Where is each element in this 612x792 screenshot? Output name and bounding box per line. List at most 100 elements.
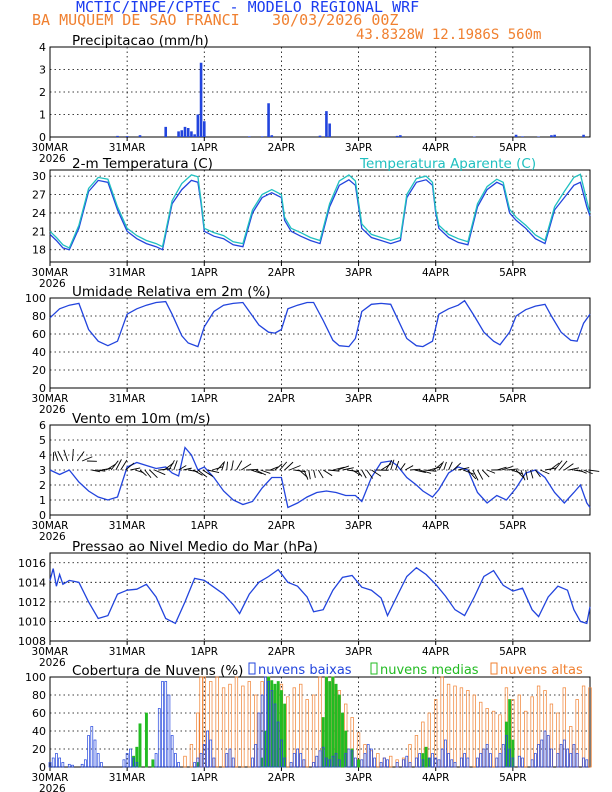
wind-arrow: [183, 467, 192, 471]
cloud-bar: [48, 762, 52, 768]
y-tick-label: 40: [32, 346, 46, 359]
cloud-bar: [283, 757, 286, 768]
wind-arrow: [110, 460, 119, 471]
x-tick-label: 30MAR: [32, 393, 69, 405]
cloud-bar: [315, 755, 319, 768]
cloud-bar: [267, 681, 270, 768]
series-line: [49, 179, 591, 251]
panel-title: Cobertura de Nuvens (%): [72, 663, 243, 679]
y-tick-label: 60: [32, 707, 46, 720]
wind-arrow: [511, 469, 523, 475]
precip-bar: [190, 131, 193, 137]
cloud-bar: [466, 757, 470, 768]
cloud-bar: [84, 759, 87, 768]
precip-bar: [199, 62, 203, 137]
x-tick-label: 4APR: [422, 267, 450, 279]
cloud-bar: [161, 681, 164, 768]
series-line: [49, 446, 591, 509]
cloud-bar: [347, 748, 351, 768]
panel-temp: 18 21 24 27 30 30MAR 31MAR 1APR 2APR 3APR 4APR 5APR…: [32, 156, 591, 290]
x-tick-label: 30MAR: [32, 142, 69, 154]
x-tick-label: 5APR: [499, 646, 527, 658]
y-tick-label: 1012: [18, 596, 46, 609]
wind-arrow: [255, 469, 267, 476]
panel-title: Umidade Relativa em 2m (%): [72, 284, 271, 300]
y-tick-label: 1008: [18, 635, 46, 648]
cloud-bar: [521, 757, 524, 768]
series-line: [49, 299, 591, 348]
cloud-bar: [569, 753, 573, 768]
plot-frame: [49, 552, 591, 642]
cloud-bar: [254, 744, 258, 768]
y-tick-label: 1014: [18, 576, 46, 589]
cloud-bar: [337, 759, 341, 768]
cloud-bar: [174, 753, 177, 768]
wind-arrow: [458, 467, 470, 471]
x-tick-label: 2APR: [268, 646, 296, 658]
precip-bar: [202, 121, 206, 137]
x-tick-label: 5APR: [499, 393, 527, 405]
x-tick-label: 1APR: [191, 772, 219, 784]
x-tick-label: 4APR: [422, 393, 450, 405]
x-tick-label: 1APR: [191, 393, 219, 405]
cloud-bar: [234, 676, 239, 768]
wind-arrow: [496, 466, 507, 471]
wind-arrow: [322, 469, 333, 477]
cloud-bar: [459, 687, 464, 768]
cloud-bar: [193, 762, 196, 768]
wind-arrow: [76, 451, 85, 462]
cloud-bar: [389, 755, 393, 768]
cloud-bar: [418, 753, 421, 768]
run-datetime: 30/03/2026 00Z: [272, 11, 399, 29]
cloud-bar: [125, 753, 129, 768]
legend-entry: Temperatura Aparente (C): [359, 156, 536, 172]
cloud-bar: [264, 676, 267, 768]
x-year-label: 2026: [39, 404, 66, 416]
x-tick-label: 4APR: [422, 772, 450, 784]
wind-arrow: [419, 469, 432, 474]
precip-bar: [260, 136, 264, 137]
x-tick-label: 30MAR: [32, 520, 69, 532]
cloud-bar: [354, 757, 357, 768]
cloud-bar: [58, 757, 61, 768]
cloud-bar: [466, 690, 470, 768]
cloud-bar: [80, 763, 84, 768]
cloud-bar: [450, 759, 454, 768]
cloud-bar: [460, 757, 463, 768]
cloud-bar: [61, 762, 65, 768]
cloud-bar: [71, 764, 74, 768]
wind-arrow: [477, 469, 484, 480]
cloud-bar: [350, 750, 354, 768]
cloud-bar: [373, 757, 376, 768]
x-tick-label: 3APR: [345, 520, 373, 532]
cloud-bar: [164, 681, 168, 768]
precip-bar: [328, 123, 331, 137]
cloud-bar: [537, 744, 540, 768]
cloud-bar: [379, 762, 383, 768]
wind-arrow: [139, 469, 147, 477]
wind-arrow: [178, 465, 187, 471]
cloud-bar: [289, 762, 293, 768]
x-tick-label: 3APR: [345, 393, 373, 405]
wind-arrow: [115, 459, 122, 471]
x-tick-label: 2APR: [268, 142, 296, 154]
y-tick-label: 1016: [18, 557, 46, 570]
panel-precip: 0 1 2 3 4 30MAR 31MAR 1APR 2APR 3APR 4APR 5APR 2026 P…: [32, 33, 591, 165]
precip-bar: [553, 134, 556, 137]
x-tick-label: 2APR: [268, 772, 296, 784]
wind-arrow: [534, 469, 541, 478]
cloud-bar: [122, 759, 126, 768]
precip-bar: [138, 135, 142, 137]
wind-arrow: [231, 460, 234, 471]
wind-arrow: [274, 463, 283, 471]
cloud-bar: [424, 746, 428, 768]
precip-bar: [164, 126, 168, 137]
cloud-bar: [556, 753, 560, 768]
cloud-bar: [251, 757, 254, 768]
cloud-bar: [321, 746, 325, 768]
y-tick-label: 1: [39, 494, 46, 507]
wind-arrow: [366, 469, 374, 479]
wind-arrow: [197, 469, 208, 478]
legend-swatch: [490, 662, 498, 675]
cloud-bar: [482, 748, 486, 768]
